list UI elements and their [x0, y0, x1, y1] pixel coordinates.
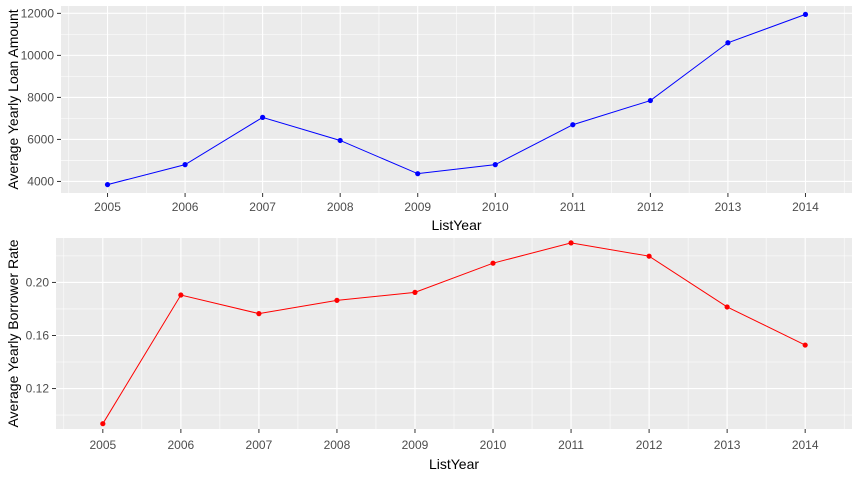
y-tick-label: 8000: [27, 90, 54, 104]
x-tick-label: 2011: [558, 438, 584, 452]
x-tick-label: 2005: [94, 200, 121, 214]
data-point: [337, 137, 343, 144]
x-tick-label: 2007: [246, 438, 273, 452]
x-tick-label: 2010: [480, 438, 507, 452]
data-point: [334, 297, 340, 303]
y-axis-title: Average Yearly Loan Amount: [5, 9, 21, 189]
x-tick-label: 2010: [482, 200, 509, 214]
y-tick-label: 10000: [21, 48, 55, 62]
data-point: [178, 292, 184, 298]
x-tick-label: 2006: [172, 200, 199, 214]
data-point: [104, 181, 111, 188]
x-axis-title: ListYear: [429, 456, 479, 472]
x-tick-label: 2014: [792, 200, 819, 214]
borrower-rate-chart: 0.12 0.16 0.20 2005 2006 2007 2008 2009 2010 2011…: [5, 238, 852, 472]
x-tick-label: 2006: [168, 438, 195, 452]
data-point: [415, 171, 421, 177]
y-tick-label: 4000: [27, 174, 54, 188]
y-tick-label: 0.12: [26, 382, 50, 396]
x-tick-label: 2008: [324, 438, 351, 452]
data-point: [100, 421, 106, 427]
y-tick-label: 0.16: [26, 328, 50, 342]
y-tick-label: 6000: [27, 132, 54, 146]
y-tick-label: 12000: [21, 6, 55, 20]
data-point: [256, 311, 262, 317]
x-tick-label: 2013: [714, 438, 741, 452]
data-point: [490, 260, 496, 266]
data-point: [724, 304, 730, 310]
x-tick-label: 2008: [327, 200, 354, 214]
x-tick-label: 2007: [249, 200, 276, 214]
x-tick-label: 2014: [792, 438, 819, 452]
data-point: [570, 122, 576, 128]
x-tick-label: 2012: [636, 438, 663, 452]
data-point: [725, 40, 731, 46]
data-point: [647, 97, 653, 104]
series-line: [102, 242, 806, 424]
data-point: [260, 114, 266, 120]
data-point: [646, 253, 652, 259]
series-line: [107, 13, 806, 186]
data-point: [412, 289, 418, 295]
data-point: [568, 240, 574, 246]
loan-amount-chart: 4000 6000 8000 10000 12000 2005 2006 2007 2008 20…: [5, 6, 852, 233]
x-tick-label: 2011: [560, 200, 586, 214]
data-point: [492, 162, 498, 168]
y-tick-label: 0.20: [26, 275, 50, 289]
data-point: [802, 11, 809, 18]
x-axis-title: ListYear: [431, 217, 481, 233]
y-axis-title: Average Yearly Borrower Rate: [5, 239, 21, 427]
x-tick-label: 2005: [89, 438, 116, 452]
x-tick-label: 2009: [402, 438, 429, 452]
x-tick-label: 2009: [404, 200, 431, 214]
x-tick-label: 2012: [637, 200, 664, 214]
data-point: [802, 342, 808, 348]
data-point: [182, 162, 188, 168]
x-tick-label: 2013: [715, 200, 742, 214]
